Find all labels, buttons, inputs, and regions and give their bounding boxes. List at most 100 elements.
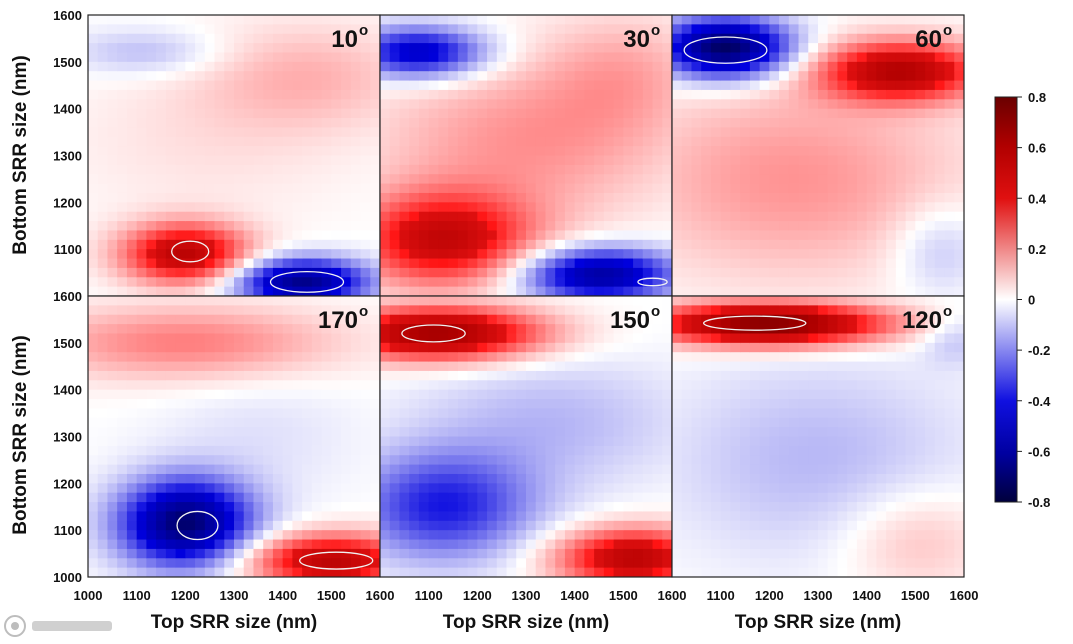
heatmap-cell	[409, 324, 420, 335]
heatmap-cell	[253, 548, 264, 559]
heatmap-cell	[555, 258, 566, 269]
heatmap-cell	[526, 127, 537, 138]
heatmap-cell	[633, 146, 644, 157]
heatmap-cell	[535, 511, 547, 522]
heatmap-cell	[175, 502, 186, 513]
heatmap-cell	[837, 52, 848, 63]
heatmap-cell	[438, 436, 449, 447]
heatmap-cell	[302, 539, 313, 550]
heatmap-cell	[788, 99, 800, 110]
heatmap-cell	[156, 80, 167, 91]
heatmap-cell	[282, 361, 293, 372]
heatmap-cell	[623, 399, 634, 409]
heatmap-cell	[808, 324, 819, 335]
heatmap-cell	[448, 118, 459, 128]
heatmap-cell	[428, 436, 439, 447]
heatmap-cell	[224, 520, 235, 531]
heatmap-cell	[204, 530, 216, 541]
heatmap-cell	[506, 399, 517, 409]
heatmap-cell	[710, 277, 722, 288]
heatmap-cell	[886, 183, 897, 194]
heatmap-cell	[730, 183, 741, 194]
heatmap-cell	[457, 324, 469, 335]
heatmap-cell	[613, 352, 624, 363]
heatmap-cell	[623, 221, 634, 232]
heatmap-cell	[623, 333, 634, 344]
heatmap-cell	[516, 277, 527, 288]
heatmap-cell	[126, 127, 138, 138]
heatmap-cell	[389, 71, 401, 82]
heatmap-cell	[662, 445, 672, 456]
heatmap-cell	[107, 52, 118, 63]
heatmap-cell	[126, 539, 138, 550]
heatmap-cell	[204, 305, 216, 316]
heatmap-cell	[428, 183, 439, 194]
heatmap-cell	[97, 314, 109, 325]
heatmap-cell	[526, 502, 537, 513]
heatmap-cell	[925, 108, 936, 119]
heatmap-cell	[691, 389, 702, 400]
heatmap-cell	[701, 305, 712, 316]
heatmap-cell	[788, 192, 800, 203]
heatmap-cell	[165, 558, 177, 569]
heatmap-cell	[341, 539, 352, 550]
heatmap-cell	[623, 202, 634, 213]
heatmap-cell	[672, 464, 683, 475]
heatmap-cell	[642, 202, 654, 213]
heatmap-cell	[360, 146, 371, 157]
heatmap-cell	[350, 15, 362, 25]
heatmap-cell	[710, 15, 722, 25]
heatmap-cell	[915, 71, 926, 82]
heatmap-cell	[243, 539, 255, 550]
heatmap-cell	[496, 183, 508, 194]
heatmap-cell	[574, 324, 585, 335]
heatmap-cell	[136, 61, 147, 72]
heatmap-cell	[496, 558, 508, 569]
heatmap-cell	[555, 108, 566, 119]
heatmap-cell	[691, 80, 702, 91]
heatmap-cell	[399, 239, 410, 250]
heatmap-cell	[691, 417, 702, 428]
heatmap-cell	[710, 333, 722, 344]
heatmap-cell	[788, 155, 800, 166]
heatmap-cell	[302, 380, 313, 391]
heatmap-cell	[837, 239, 848, 250]
heatmap-cell	[195, 146, 206, 157]
heatmap-cell	[516, 146, 527, 157]
heatmap-cell	[243, 164, 255, 175]
heatmap-cell	[526, 108, 537, 119]
heatmap-cell	[662, 61, 672, 72]
heatmap-cell	[496, 108, 508, 119]
heatmap-cell	[185, 127, 196, 138]
heatmap-cell	[195, 249, 206, 260]
heatmap-cell	[652, 24, 663, 35]
heatmap-cell	[175, 202, 186, 213]
heatmap-cell	[224, 389, 235, 400]
heatmap-cell	[749, 192, 761, 203]
heatmap-cell	[672, 258, 683, 269]
heatmap-cell	[438, 380, 449, 391]
heatmap-cell	[88, 118, 99, 128]
heatmap-cell	[487, 436, 498, 447]
heatmap-cell	[224, 80, 235, 91]
heatmap-cell	[370, 417, 380, 428]
heatmap-cell	[818, 380, 829, 391]
heatmap-cell	[341, 146, 352, 157]
heatmap-cell	[321, 352, 332, 363]
heatmap-cell	[243, 127, 255, 138]
heatmap-cell	[856, 183, 868, 194]
heatmap-cell	[243, 455, 255, 466]
heatmap-cell	[681, 89, 693, 100]
heatmap-cell	[146, 71, 157, 82]
heatmap-cell	[526, 71, 537, 82]
heatmap-cell	[759, 296, 770, 306]
heatmap-cell	[146, 267, 157, 278]
heatmap-cell	[487, 314, 498, 325]
heatmap-cell	[195, 520, 206, 531]
heatmap-cell	[613, 146, 624, 157]
heatmap-cell	[487, 417, 498, 428]
heatmap-cell	[954, 258, 964, 269]
heatmap-cell	[156, 146, 167, 157]
heatmap-cell	[418, 399, 430, 409]
heatmap-cell	[905, 24, 916, 35]
